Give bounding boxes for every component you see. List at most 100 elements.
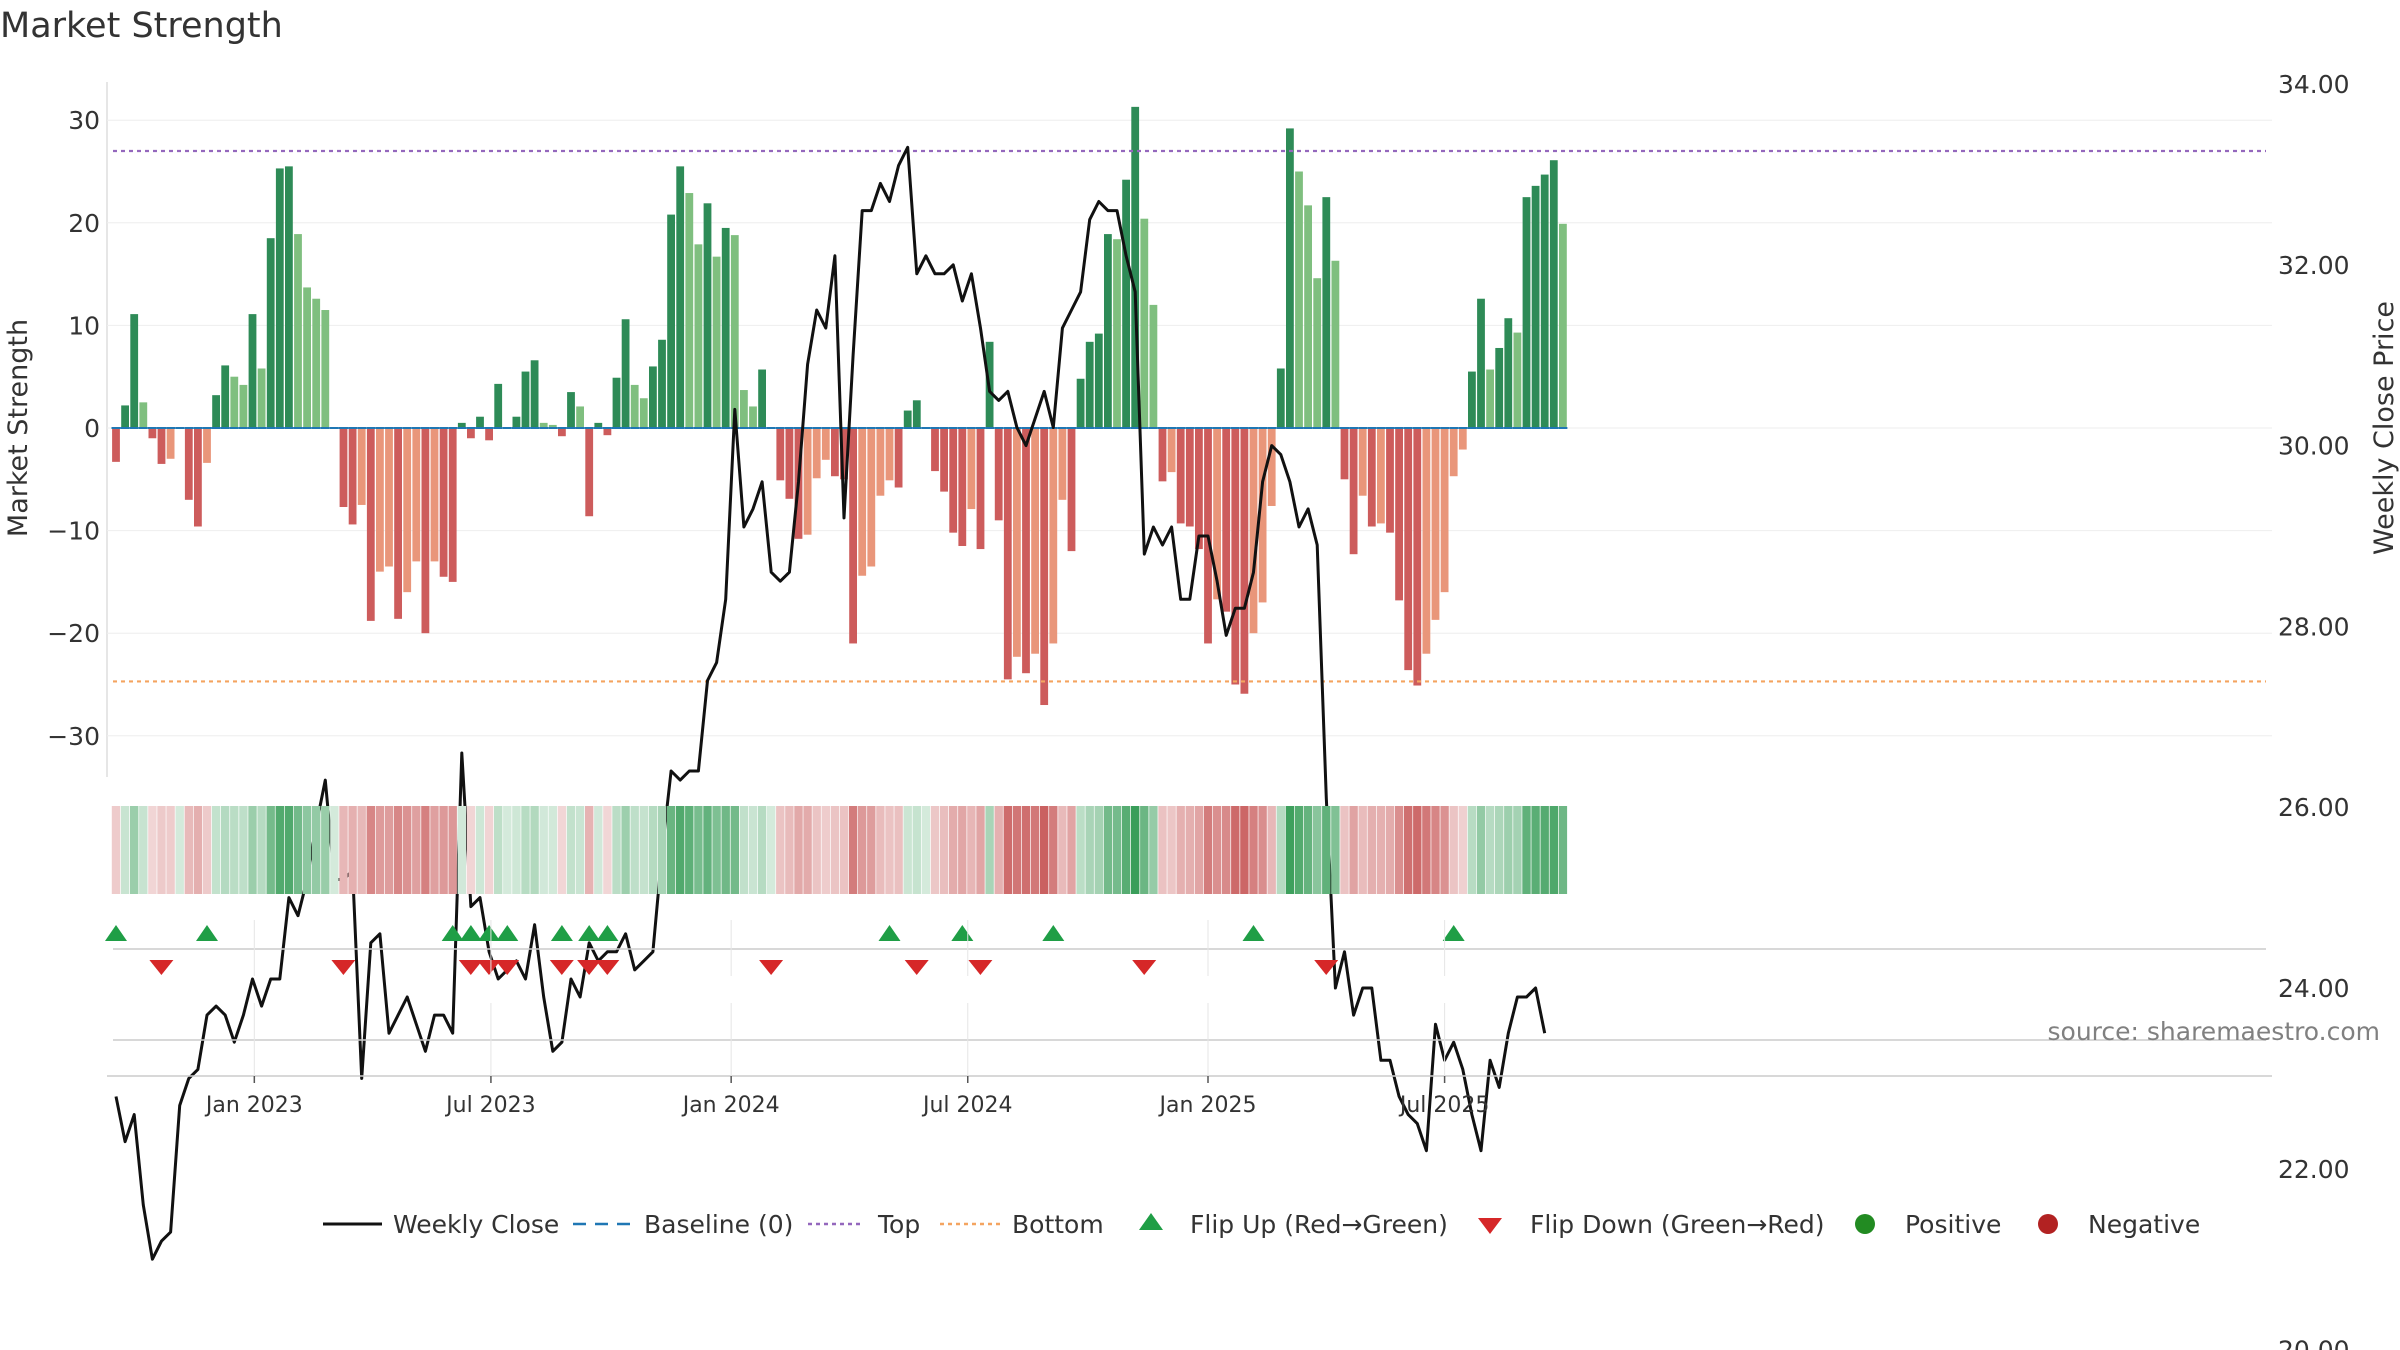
strip-cell [321,806,330,894]
x-tick-label: Jul 2025 [1398,1093,1490,1118]
chart-title: Market Strength [0,6,283,46]
strip-cell [521,806,530,894]
strip-cell [949,806,958,894]
y-tick-label: −30 [47,722,100,751]
strength-bar [157,428,166,464]
strip-cell [248,806,257,894]
strength-bar [576,406,584,428]
strength-bars [112,106,1567,706]
strip-cell [1012,806,1022,894]
flip-down-marker [759,960,784,975]
strip-cell [457,806,466,894]
flip-up-marker [1242,925,1265,941]
strength-bar [630,384,639,428]
strip-cell [1276,806,1285,894]
strength-bar [712,256,721,428]
strip-cell [348,806,357,894]
strip-cell [812,806,821,894]
strip-cell [393,806,403,894]
strength-bar [1549,160,1558,429]
strength-bar [740,390,748,428]
strip-cell [539,806,548,894]
strength-bar [1222,428,1231,612]
strip-cell [876,806,885,894]
y2-tick-label: 30.00 [2278,432,2350,461]
strip-cell [1258,806,1267,894]
strip-cell [1440,806,1449,894]
flip-down-marker [495,960,520,975]
strip-cell [1504,806,1513,894]
strip-cell [312,806,321,894]
strip-cell [1222,806,1231,894]
strength-bar [967,428,976,510]
strength-bar [403,428,412,593]
strength-bar [194,428,202,527]
strip-cell [1021,806,1031,894]
strength-bar [1458,428,1467,450]
strip-cell [548,806,557,894]
strength-bar [139,402,148,428]
strip-cell [1404,806,1413,894]
y-tick-label: 30 [68,106,100,135]
strip-cell [157,806,166,894]
strip-cell [330,806,339,894]
strength-bar [1404,428,1413,671]
flip-down-marker [904,960,929,975]
flip-down-marker [458,960,483,975]
strip-cell [1040,806,1049,894]
flip-up-marker [1042,925,1065,941]
strength-bar [1486,369,1494,428]
strip-cell [1340,806,1349,894]
strip-cell [1267,806,1276,894]
strip-cell [1431,806,1440,894]
strip-cell [976,806,985,894]
strip-cell [830,806,840,894]
strip-cell [939,806,949,894]
strength-bar [1340,428,1349,480]
strength-bar [585,428,594,517]
strip-cell [1558,806,1568,894]
strip-cell [603,806,612,894]
strength-bar [1431,428,1440,620]
strip-cell [184,806,193,894]
strength-bar [639,398,648,428]
strip-cell [839,806,849,894]
strength-bar [1377,428,1385,524]
source-credit: source: sharemaestro.com [2048,1017,2381,1046]
strip-cell [1513,806,1522,894]
strip-cell [1458,806,1467,894]
strip-cell [721,806,730,894]
strip-cell [767,806,776,894]
strength-bar [1076,378,1085,428]
strip-cell [648,806,658,894]
strip-cell [912,806,921,894]
strip-cell [1522,806,1531,894]
strength-bar [758,369,766,428]
strength-bar [867,428,876,567]
strip-cell [1449,806,1458,894]
strip-cell [821,806,830,894]
strip-cell [757,806,767,894]
strength-bar [1158,428,1167,482]
strip-cell [748,806,758,894]
strength-bar [1185,428,1194,527]
strip-cell [858,806,867,894]
strip-cell [1413,806,1422,894]
strength-bar [1240,428,1249,694]
strip-cell [1467,806,1477,894]
y-tick-label: 0 [84,414,100,443]
strength-bar [1267,428,1276,506]
strip-cell [1385,806,1395,894]
strength-bar [1058,428,1067,500]
sign-panel: source: sharemaestro.com [107,1017,2381,1077]
y-tick-label: 20 [68,209,100,238]
strip-cell [494,806,503,894]
x-tick-label: Jan 2025 [1158,1093,1257,1118]
y2-tick-label: 34.00 [2278,70,2350,99]
strength-bar [840,428,848,480]
strength-bar [1522,197,1531,428]
strip-cell [1121,806,1131,894]
strip-cell [302,806,312,894]
strip-cell [730,806,739,894]
strip-cell [293,806,303,894]
